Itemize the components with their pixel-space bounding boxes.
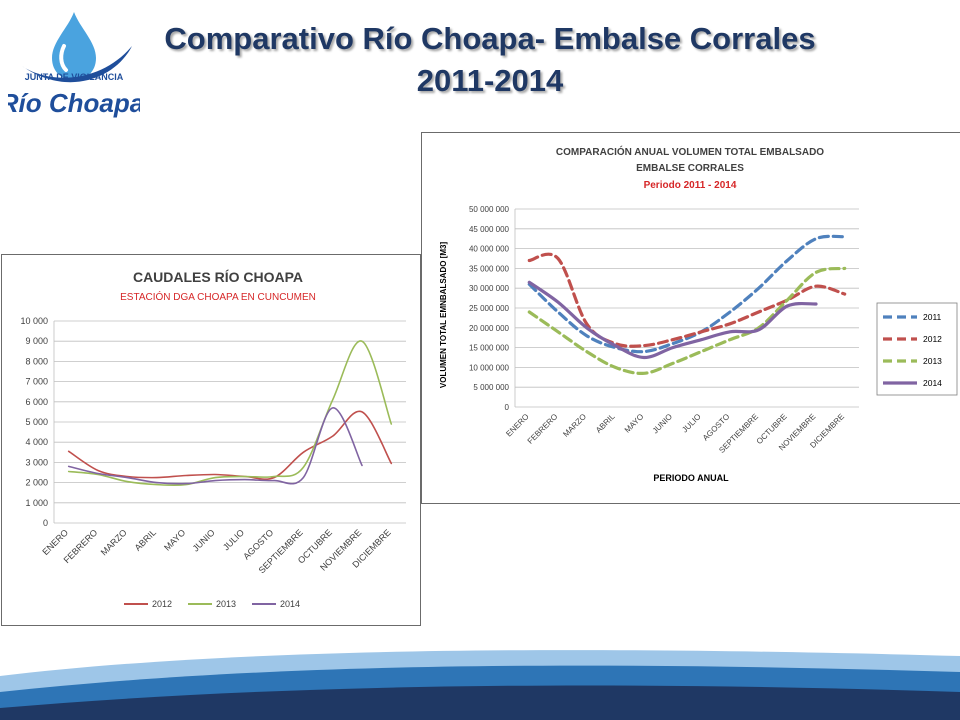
x-tick-label: ABRIL <box>133 527 158 552</box>
legend-label-2013: 2013 <box>216 599 236 609</box>
y-tick-label: 50 000 000 <box>469 205 510 214</box>
x-tick-label: JUNIO <box>191 527 217 553</box>
x-tick-label: JULIO <box>221 527 246 552</box>
y-tick-label: 45 000 000 <box>469 225 510 234</box>
x-axis-label: PERIODO ANUAL <box>653 473 729 483</box>
y-tick-label: 6 000 <box>25 397 48 407</box>
y-tick-label: 5 000 <box>25 417 48 427</box>
chart-title: CAUDALES RÍO CHOAPA <box>133 269 303 285</box>
chart-subtitle: Periodo 2011 - 2014 <box>644 180 737 191</box>
y-tick-label: 1 000 <box>25 498 48 508</box>
y-tick-label: 8 000 <box>25 356 48 366</box>
y-tick-label: 25 000 000 <box>469 304 510 313</box>
logo: JUNTA DE VIGILANCIA Río Choapa <box>8 12 140 118</box>
page-title-line2: 2011-2014 <box>416 63 564 98</box>
series-line-2012 <box>527 252 847 348</box>
caudales-chart: CAUDALES RÍO CHOAPA ESTACIÓN DGA CHOAPA … <box>20 269 406 609</box>
y-tick-label: 5 000 000 <box>473 383 509 392</box>
embalse-chart-panel: COMPARACIÓN ANUAL VOLUMEN TOTAL EMBALSAD… <box>421 132 960 504</box>
legend-label-2014: 2014 <box>923 378 942 388</box>
y-tick-label: 0 <box>505 403 510 412</box>
y-axis: 0 1 000 2 000 3 000 4 000 5 000 6 000 7 000 8 00… <box>20 316 48 528</box>
logo-line2: Río Choapa <box>8 88 140 118</box>
embalse-chart: COMPARACIÓN ANUAL VOLUMEN TOTAL EMBALSAD… <box>439 145 958 483</box>
series-line-2012 <box>67 410 393 480</box>
logo-line1: JUNTA DE VIGILANCIA <box>25 72 124 82</box>
y-tick-label: 0 <box>43 518 48 528</box>
page-title-line1: Comparativo Río Choapa- Embalse Corrales <box>164 21 816 56</box>
page-title: Comparativo Río Choapa- Embalse Corrales… <box>150 18 830 102</box>
y-tick-label: 15 000 000 <box>469 344 510 353</box>
series-line-2014 <box>527 280 818 360</box>
y-axis: 0 5 000 000 10 000 000 15 000 000 20 000 000… <box>469 205 510 412</box>
x-tick-label: JUNIO <box>651 412 674 435</box>
x-tick-label: JULIO <box>680 412 702 434</box>
y-tick-label: 4 000 <box>25 437 48 447</box>
chart-title: COMPARACIÓN ANUAL VOLUMEN TOTAL EMBALSAD… <box>556 145 824 158</box>
legend-label-2011: 2011 <box>923 312 942 322</box>
y-tick-label: 2 000 <box>25 478 48 488</box>
series-line-2013 <box>527 266 847 375</box>
y-tick-label: 9 000 <box>25 336 48 346</box>
gridlines <box>514 208 859 408</box>
y-tick-label: 10 000 000 <box>469 363 510 372</box>
x-tick-label: FEBRERO <box>526 412 560 446</box>
x-tick-label: ABRIL <box>594 412 617 435</box>
y-tick-label: 40 000 000 <box>469 245 510 254</box>
y-tick-label: 35 000 000 <box>469 264 510 273</box>
legend-label-2014: 2014 <box>280 599 300 609</box>
gridlines <box>53 320 406 524</box>
x-tick-label: ENERO <box>504 412 530 438</box>
series-group <box>67 340 393 487</box>
series-line-2011 <box>527 234 847 354</box>
y-tick-label: 7 000 <box>25 377 48 387</box>
y-tick-label: 20 000 000 <box>469 324 510 333</box>
x-tick-label: ENERO <box>40 527 70 557</box>
series-line-2013 <box>67 340 393 487</box>
legend: 2011 2012 2013 2014 <box>876 302 958 396</box>
chart-title-line2: EMBALSE CORRALES <box>636 163 744 174</box>
x-tick-label: MARZO <box>99 527 129 557</box>
legend-label-2012: 2012 <box>152 599 172 609</box>
x-tick-label: MAYO <box>623 412 646 435</box>
series-line-2014 <box>67 407 363 485</box>
y-tick-label: 30 000 000 <box>469 284 510 293</box>
x-tick-label: MARZO <box>561 412 588 439</box>
chart-subtitle: ESTACIÓN DGA CHOAPA EN CUNCUMEN <box>120 290 316 303</box>
y-tick-label: 10 000 <box>20 316 48 326</box>
caudales-chart-panel: CAUDALES RÍO CHOAPA ESTACIÓN DGA CHOAPA … <box>1 254 421 626</box>
y-axis-label: VOLUMEN TOTAL EMNBALSADO [M3] <box>439 242 448 389</box>
series-group <box>527 234 847 375</box>
legend-label-2013: 2013 <box>923 356 942 366</box>
legend-label-2012: 2012 <box>923 334 942 344</box>
y-tick-label: 3 000 <box>25 457 48 467</box>
legend: 2012 2013 2014 <box>124 599 300 609</box>
water-drop-icon <box>22 12 132 83</box>
footer-wave <box>0 650 960 720</box>
x-tick-label: MAYO <box>162 527 187 552</box>
